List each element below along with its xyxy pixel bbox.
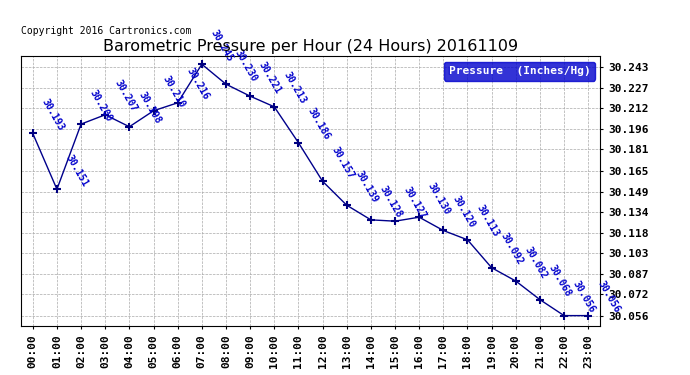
Text: 30.139: 30.139 <box>354 169 380 204</box>
Legend: Pressure  (Inches/Hg): Pressure (Inches/Hg) <box>444 62 595 81</box>
Text: Copyright 2016 Cartronics.com: Copyright 2016 Cartronics.com <box>21 26 191 36</box>
Text: 30.213: 30.213 <box>282 70 308 106</box>
Text: 30.082: 30.082 <box>523 245 549 280</box>
Text: 30.216: 30.216 <box>185 66 211 102</box>
Text: 30.207: 30.207 <box>112 78 139 114</box>
Text: 30.198: 30.198 <box>137 90 163 126</box>
Title: Barometric Pressure per Hour (24 Hours) 20161109: Barometric Pressure per Hour (24 Hours) … <box>103 39 518 54</box>
Text: 30.092: 30.092 <box>499 231 525 267</box>
Text: 30.120: 30.120 <box>451 194 477 230</box>
Text: 30.127: 30.127 <box>402 185 428 220</box>
Text: 30.230: 30.230 <box>233 48 259 83</box>
Text: 30.056: 30.056 <box>595 279 622 315</box>
Text: 30.186: 30.186 <box>306 106 332 142</box>
Text: 30.157: 30.157 <box>330 145 356 180</box>
Text: 30.245: 30.245 <box>209 28 235 63</box>
Text: 30.193: 30.193 <box>40 97 66 133</box>
Text: 30.151: 30.151 <box>64 153 90 189</box>
Text: 30.068: 30.068 <box>547 263 573 299</box>
Text: 30.221: 30.221 <box>257 60 284 95</box>
Text: 30.200: 30.200 <box>88 88 115 123</box>
Text: 30.210: 30.210 <box>161 75 187 110</box>
Text: 30.130: 30.130 <box>426 181 453 216</box>
Text: 30.128: 30.128 <box>378 183 404 219</box>
Text: 30.056: 30.056 <box>571 279 598 315</box>
Text: 30.113: 30.113 <box>475 204 501 239</box>
